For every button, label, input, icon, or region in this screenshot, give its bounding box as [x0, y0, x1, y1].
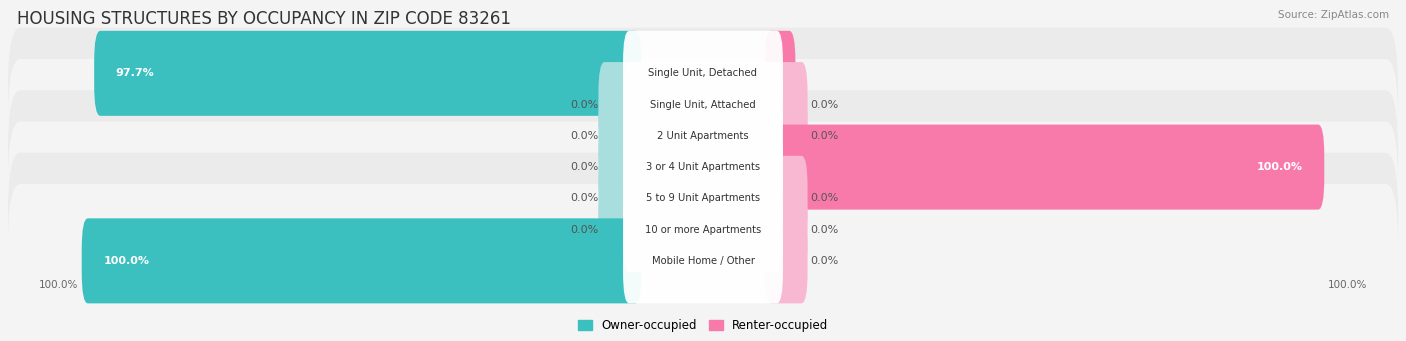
Text: 2.3%: 2.3%: [744, 68, 773, 78]
FancyBboxPatch shape: [765, 156, 807, 241]
FancyBboxPatch shape: [94, 31, 641, 116]
FancyBboxPatch shape: [8, 90, 1398, 244]
FancyBboxPatch shape: [599, 93, 641, 178]
FancyBboxPatch shape: [599, 124, 641, 210]
FancyBboxPatch shape: [765, 218, 807, 303]
FancyBboxPatch shape: [8, 121, 1398, 275]
Text: Single Unit, Attached: Single Unit, Attached: [650, 100, 756, 109]
Legend: Owner-occupied, Renter-occupied: Owner-occupied, Renter-occupied: [572, 314, 834, 337]
Text: 100.0%: 100.0%: [103, 256, 149, 266]
Text: Mobile Home / Other: Mobile Home / Other: [651, 256, 755, 266]
FancyBboxPatch shape: [623, 187, 783, 272]
Text: 97.7%: 97.7%: [115, 68, 155, 78]
Text: 2 Unit Apartments: 2 Unit Apartments: [657, 131, 749, 141]
FancyBboxPatch shape: [8, 0, 1398, 150]
FancyBboxPatch shape: [599, 187, 641, 272]
Text: 0.0%: 0.0%: [571, 225, 599, 235]
FancyBboxPatch shape: [8, 59, 1398, 213]
Text: 0.0%: 0.0%: [811, 225, 839, 235]
Text: 0.0%: 0.0%: [811, 193, 839, 203]
Text: 5 to 9 Unit Apartments: 5 to 9 Unit Apartments: [645, 193, 761, 203]
Text: 0.0%: 0.0%: [571, 100, 599, 109]
Text: 0.0%: 0.0%: [571, 131, 599, 141]
Text: HOUSING STRUCTURES BY OCCUPANCY IN ZIP CODE 83261: HOUSING STRUCTURES BY OCCUPANCY IN ZIP C…: [17, 10, 510, 28]
FancyBboxPatch shape: [8, 153, 1398, 307]
Text: 0.0%: 0.0%: [811, 100, 839, 109]
FancyBboxPatch shape: [82, 218, 641, 303]
Text: 3 or 4 Unit Apartments: 3 or 4 Unit Apartments: [645, 162, 761, 172]
FancyBboxPatch shape: [623, 124, 783, 210]
FancyBboxPatch shape: [623, 93, 783, 178]
FancyBboxPatch shape: [599, 62, 641, 147]
Text: 0.0%: 0.0%: [811, 131, 839, 141]
Text: 100.0%: 100.0%: [1257, 162, 1303, 172]
FancyBboxPatch shape: [8, 184, 1398, 338]
Text: 0.0%: 0.0%: [811, 256, 839, 266]
FancyBboxPatch shape: [765, 187, 807, 272]
FancyBboxPatch shape: [599, 156, 641, 241]
Text: 100.0%: 100.0%: [38, 280, 79, 290]
Text: 0.0%: 0.0%: [571, 162, 599, 172]
Text: 0.0%: 0.0%: [571, 193, 599, 203]
FancyBboxPatch shape: [765, 93, 807, 178]
Text: Single Unit, Detached: Single Unit, Detached: [648, 68, 758, 78]
FancyBboxPatch shape: [8, 28, 1398, 181]
Text: 10 or more Apartments: 10 or more Apartments: [645, 225, 761, 235]
FancyBboxPatch shape: [623, 156, 783, 241]
FancyBboxPatch shape: [623, 62, 783, 147]
FancyBboxPatch shape: [623, 218, 783, 303]
FancyBboxPatch shape: [765, 124, 1324, 210]
FancyBboxPatch shape: [623, 31, 783, 116]
Text: 100.0%: 100.0%: [1327, 280, 1367, 290]
Text: Source: ZipAtlas.com: Source: ZipAtlas.com: [1278, 10, 1389, 20]
FancyBboxPatch shape: [765, 31, 796, 116]
FancyBboxPatch shape: [765, 62, 807, 147]
